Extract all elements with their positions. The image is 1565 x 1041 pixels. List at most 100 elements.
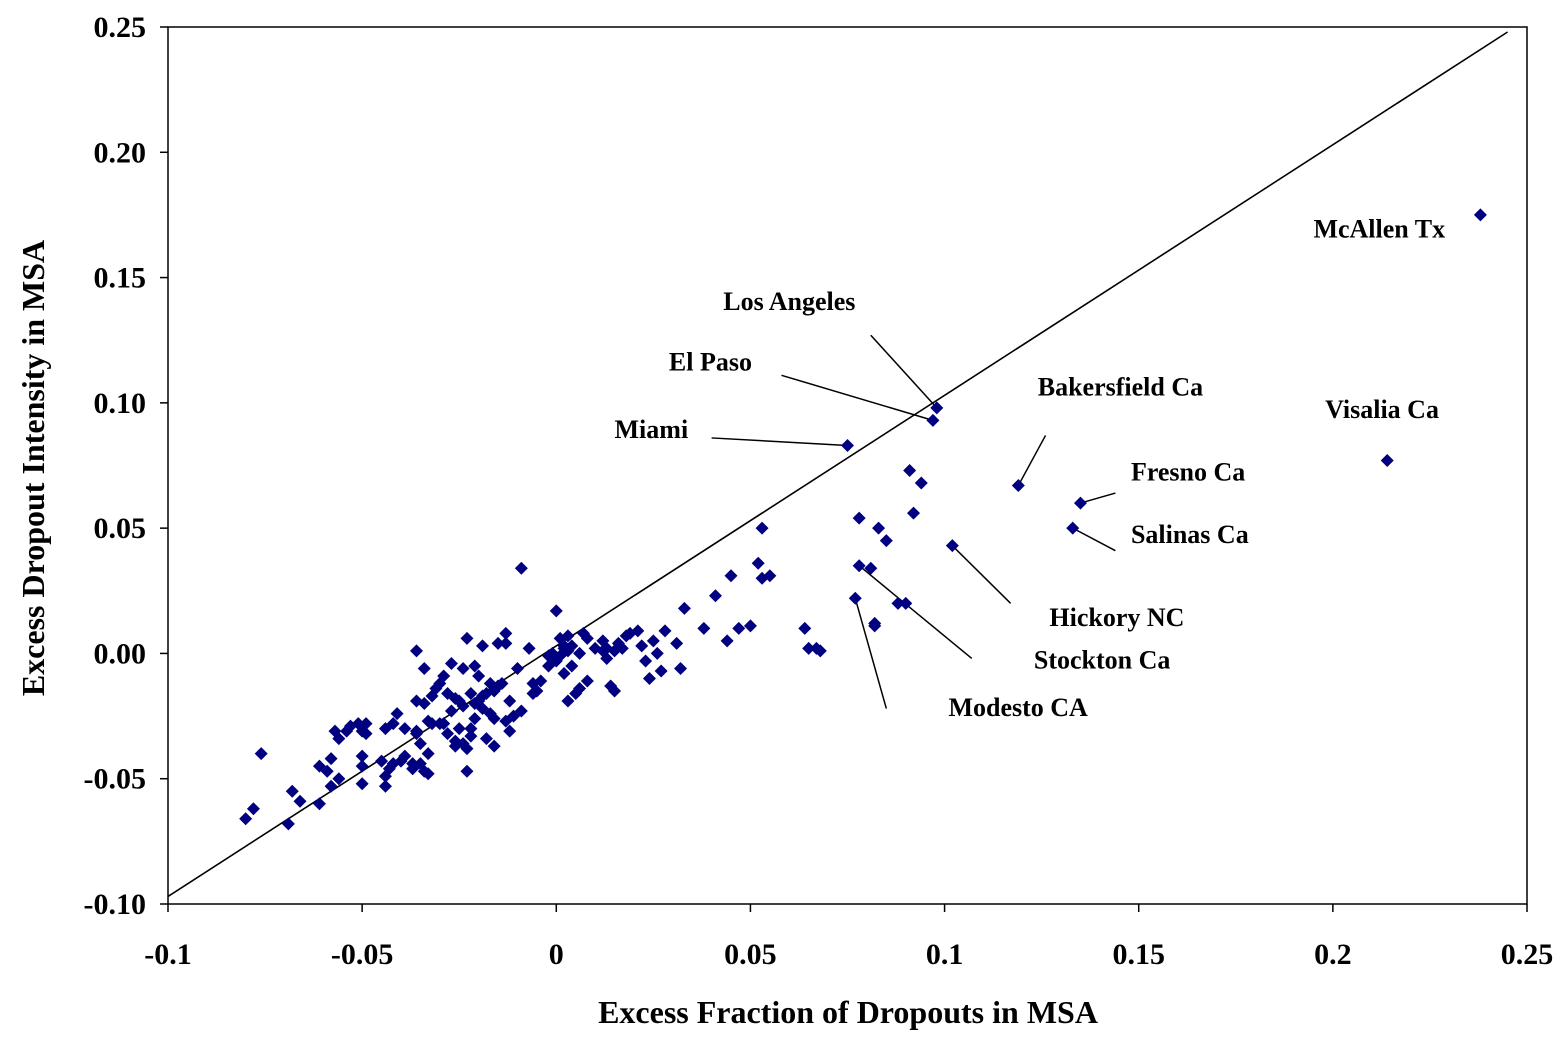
data-point [398,749,412,763]
data-point [410,727,424,741]
data-point [561,629,575,643]
data-point [410,644,424,658]
data-point [293,794,307,808]
data-point [386,717,400,731]
data-point [670,636,684,650]
point-label: Modesto CA [948,693,1088,722]
data-point [398,722,412,736]
data-point [425,717,439,731]
data-point [608,684,622,698]
point-label: Miami [615,415,689,444]
data-point [239,812,253,826]
data-point [674,661,688,675]
data-point [413,737,427,751]
data-point [1073,496,1087,510]
data-point [945,539,959,553]
data-point [324,779,338,793]
data-point [914,476,928,490]
data-point [642,671,656,685]
data-point [495,676,509,690]
data-point [421,767,435,781]
data-point [1380,453,1394,467]
data-point [456,699,470,713]
data-point [499,714,513,728]
x-axis-title: Excess Fraction of Dropouts in MSA [598,994,1098,1030]
data-point [510,661,524,675]
data-point [557,666,571,680]
data-point [658,624,672,638]
x-tick-label: -0.05 [331,938,394,971]
x-tick-label: 0.05 [724,938,777,971]
data-point [359,727,373,741]
data-point [522,641,536,655]
data-point [254,747,268,761]
data-point [444,656,458,670]
data-point [1066,521,1080,535]
data-point [464,687,478,701]
data-point [798,621,812,635]
data-point [580,631,594,645]
data-point [813,644,827,658]
data-point [503,724,517,738]
leader-line [870,334,938,409]
data-point [375,754,389,768]
data-point [755,521,769,535]
data-point [907,506,921,520]
data-point [580,674,594,688]
data-point [724,569,738,583]
data-point [320,764,334,778]
data-point [499,636,513,650]
data-point [355,749,369,763]
data-point [751,556,765,570]
data-point [417,661,431,675]
data-point [456,661,470,675]
data-point [514,561,528,575]
x-tick-label: 0.15 [1112,938,1165,971]
data-point [491,636,505,650]
data-point [332,732,346,746]
data-point [903,464,917,478]
data-point [720,634,734,648]
x-tick-label: -0.1 [144,938,192,971]
data-point [421,747,435,761]
leader-line [1072,527,1116,552]
data-point [464,722,478,736]
data-point [281,817,295,831]
leader-line [951,545,1012,604]
data-point [697,621,711,635]
data-point [530,684,544,698]
data-point [732,621,746,635]
data-point [639,654,653,668]
data-point [926,413,940,427]
data-point [650,646,664,660]
data-point [1473,208,1487,222]
reference-line [167,31,1509,898]
y-tick-label: 0.10 [94,387,147,420]
data-point [677,601,691,615]
data-point [444,704,458,718]
y-tick-label: 0.00 [94,637,147,670]
y-tick-label: 0.15 [94,262,147,295]
y-tick-label: 0.05 [94,512,147,545]
data-point [565,639,579,653]
data-point [848,591,862,605]
data-point [654,664,668,678]
data-point [390,707,404,721]
data-point [879,534,893,548]
point-label: Bakersfield Ca [1038,372,1203,401]
data-point [355,759,369,773]
data-point [332,772,346,786]
point-label: McAllen Tx [1313,214,1445,243]
x-tick-label: 0 [549,938,564,971]
data-point [615,641,629,655]
data-point [312,797,326,811]
x-tick-label: 0.2 [1314,938,1352,971]
data-point [468,712,482,726]
y-axis-ticks: -0.10 -0.05 0.00 0.05 0.10 0.15 0.20 0.25 [84,11,168,921]
data-point [479,732,493,746]
y-tick-label: -0.10 [84,888,147,921]
data-point [561,694,575,708]
data-points [239,208,1487,831]
data-point [499,626,513,640]
